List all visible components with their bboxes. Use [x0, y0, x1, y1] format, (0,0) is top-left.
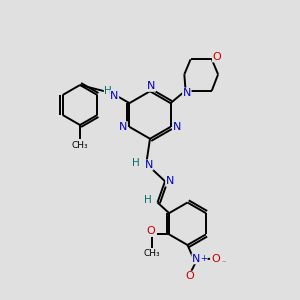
- Text: H: H: [144, 195, 152, 205]
- Text: N: N: [110, 91, 118, 100]
- Text: N: N: [166, 176, 174, 186]
- Text: CH₃: CH₃: [72, 140, 88, 149]
- Text: N: N: [147, 81, 155, 91]
- Text: H: H: [132, 158, 140, 167]
- Text: N: N: [183, 88, 191, 98]
- Text: O: O: [212, 52, 221, 62]
- Text: N: N: [172, 122, 181, 132]
- Text: O: O: [186, 271, 194, 281]
- Text: N: N: [145, 160, 153, 170]
- Text: CH₃: CH₃: [143, 249, 160, 258]
- Text: N: N: [192, 254, 200, 264]
- Text: N: N: [119, 122, 128, 132]
- Text: H: H: [104, 85, 112, 96]
- Text: O: O: [212, 254, 220, 264]
- Text: +: +: [200, 254, 207, 263]
- Text: O: O: [146, 226, 155, 236]
- Text: ⁻: ⁻: [222, 258, 226, 267]
